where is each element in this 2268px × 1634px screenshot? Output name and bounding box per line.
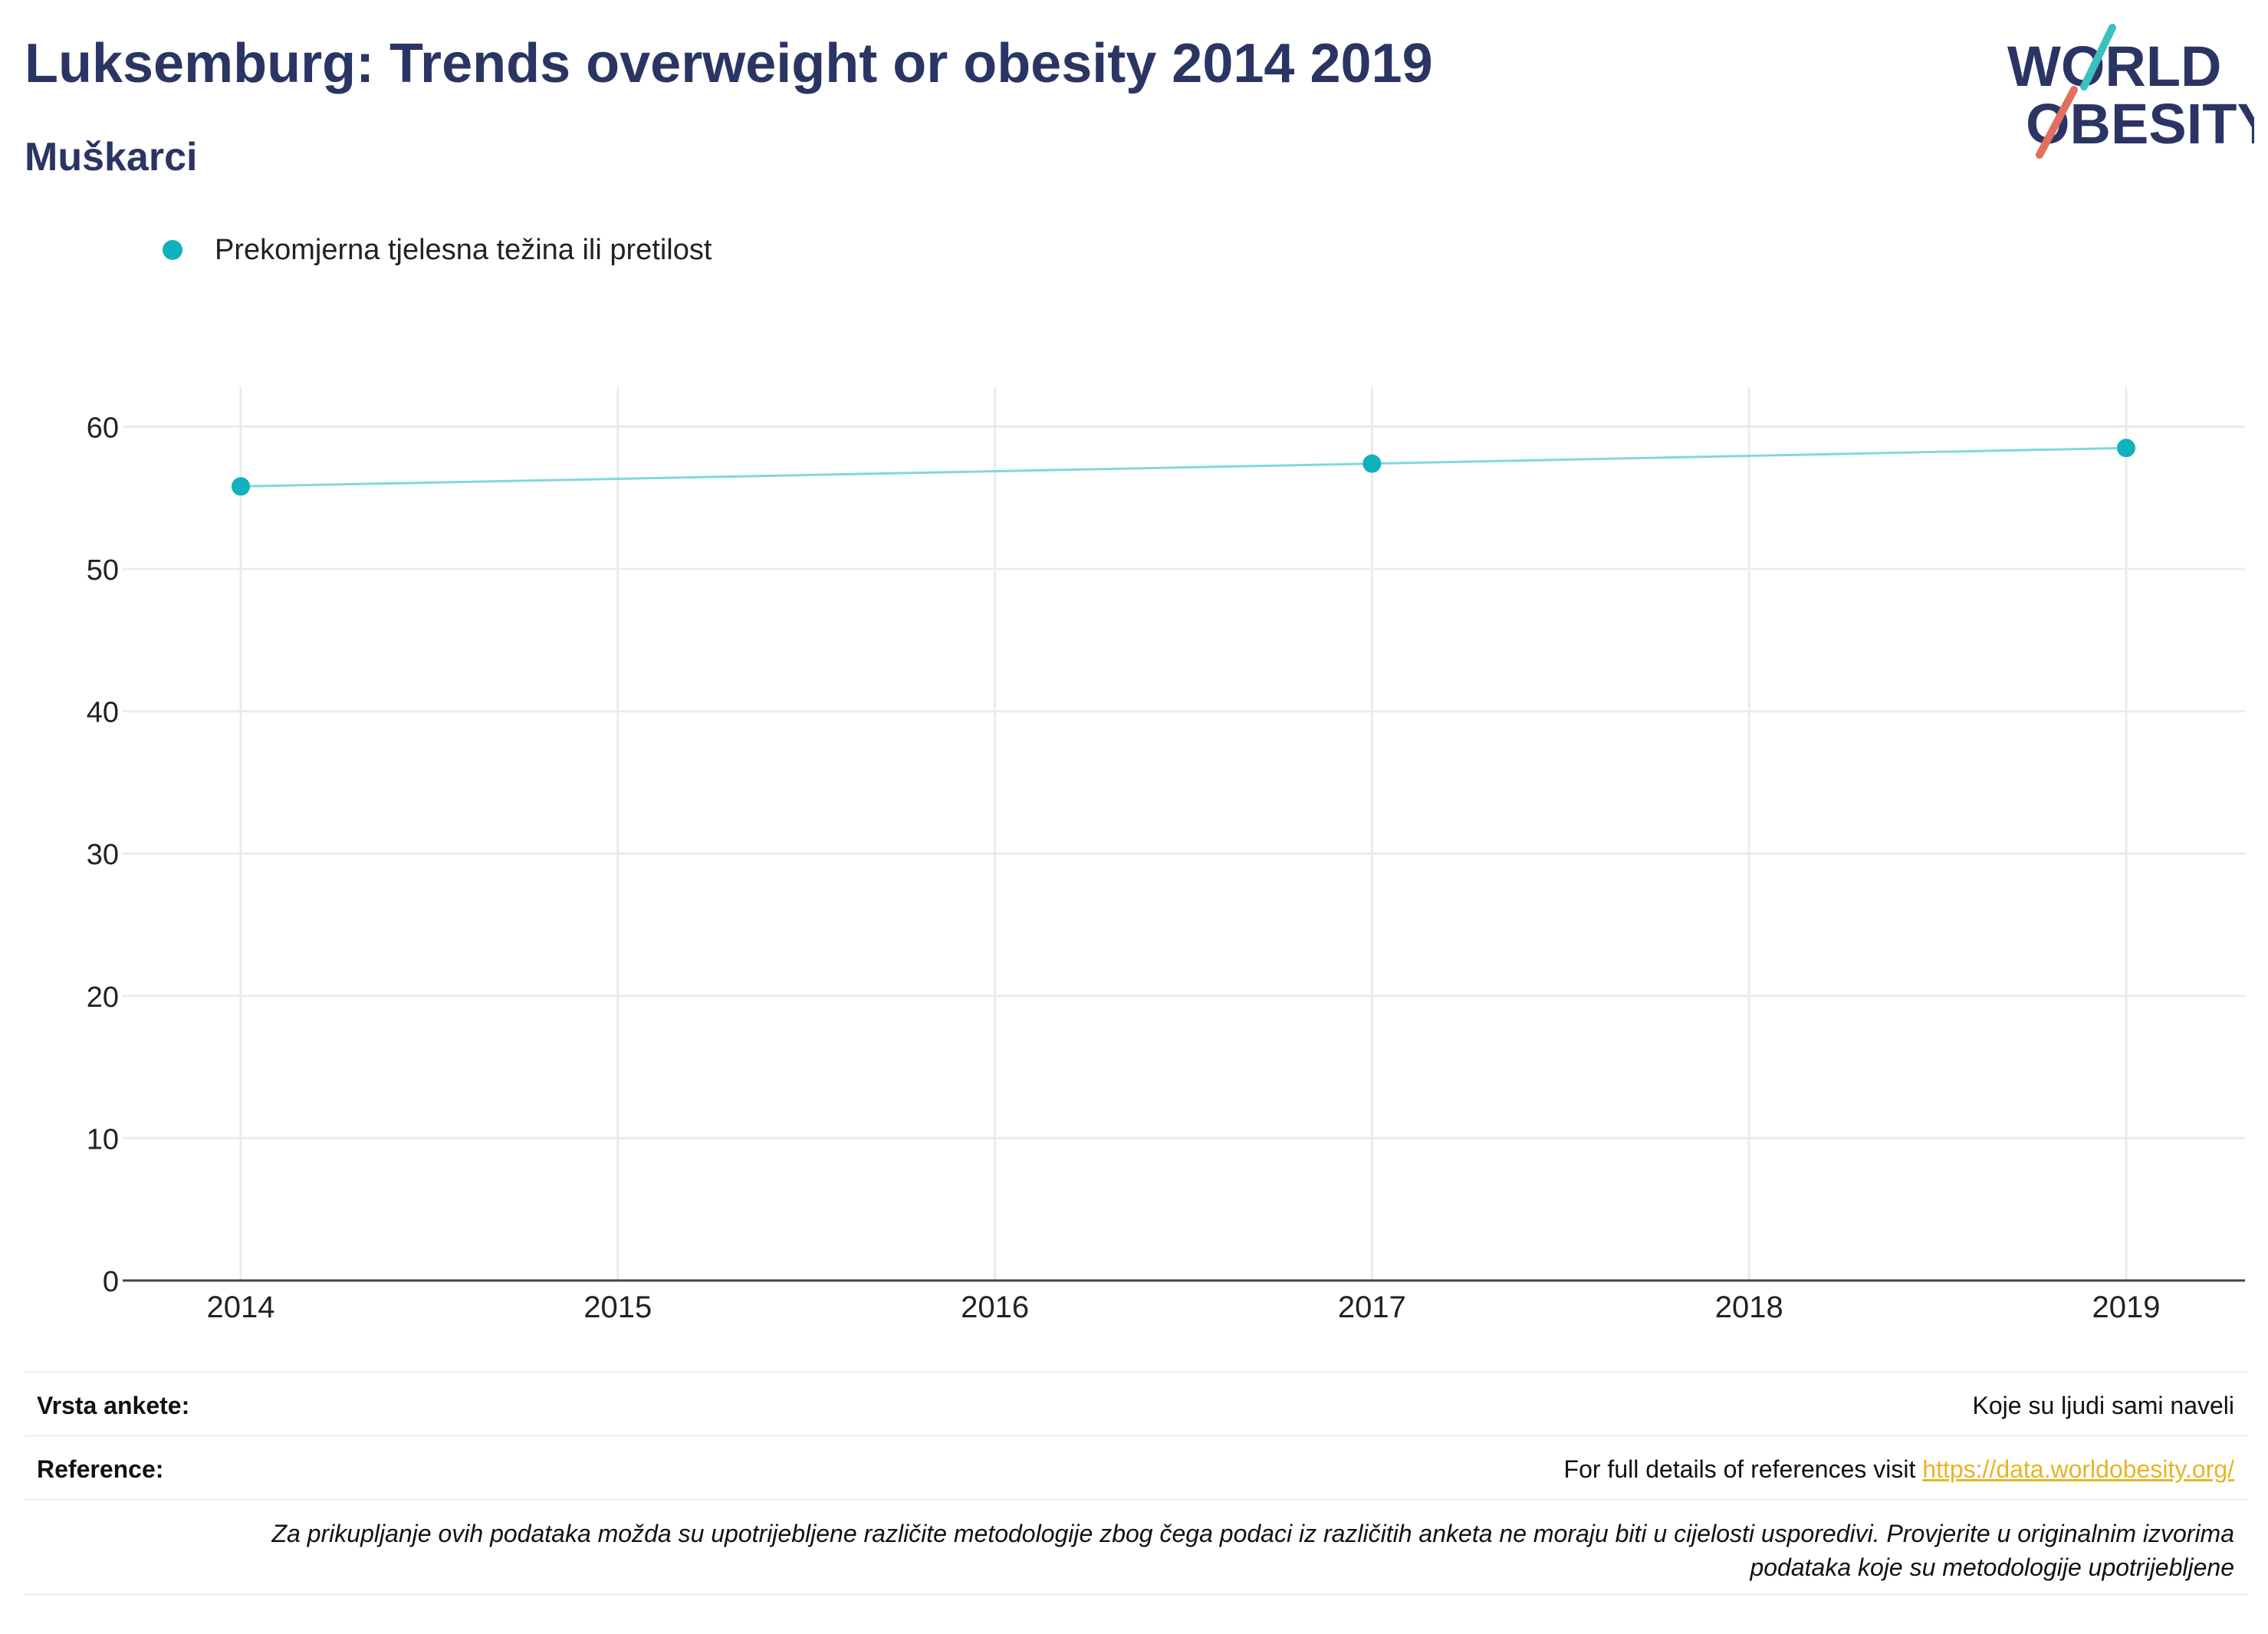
x-tick-labels: 2014 2015 2016 2017 2018 2019	[207, 1290, 2161, 1324]
methodology-note: Za prikupljanje ovih podataka možda su u…	[49, 1517, 2234, 1584]
y-tick-labels: 0 10 20 30 40 50 60	[87, 412, 119, 1298]
y-tick-label: 60	[87, 412, 119, 444]
data-point	[2117, 439, 2135, 458]
y-tick-label: 50	[87, 554, 119, 587]
reference-text: For full details of references visit	[1563, 1455, 1923, 1483]
y-tick-label: 10	[87, 1123, 119, 1156]
logo-teal-slash	[2080, 24, 2116, 90]
world-obesity-logo: WORLD OBESITY	[2007, 24, 2254, 159]
methodology-note-line: Za prikupljanje ovih podataka možda su u…	[271, 1520, 2234, 1547]
x-tick-label: 2018	[1715, 1290, 1783, 1324]
legend-marker	[163, 240, 182, 260]
y-gridlines	[123, 425, 2245, 1139]
logo-word-world: WORLD	[2007, 35, 2222, 98]
footer-divider	[25, 1435, 2248, 1437]
legend-label: Prekomjerna tjelesna težina ili pretilos…	[215, 233, 712, 266]
footer-divider	[25, 1593, 2248, 1596]
y-tick-label: 40	[87, 697, 119, 729]
series-layer	[232, 439, 2135, 496]
survey-type-label: Vrsta ankete:	[37, 1392, 190, 1419]
y-tick-label: 0	[103, 1266, 119, 1298]
page-subtitle: Muškarci	[25, 135, 198, 179]
footer-divider	[25, 1498, 2248, 1501]
y-tick-label: 30	[87, 839, 119, 871]
series-line	[240, 446, 2127, 488]
page-title: Luksemburg: Trends overweight or obesity…	[25, 33, 1433, 94]
reference-value: For full details of references visit htt…	[1564, 1455, 2234, 1484]
footer-divider	[25, 1371, 2248, 1373]
reference-link[interactable]: https://data.worldobesity.org/	[1922, 1455, 2234, 1483]
line-chart: 0 10 20 30 40 50 60 2014 2015 2016 2017 2018 2019	[87, 387, 2245, 1324]
survey-type-value: Koje su ljudi sami naveli	[1972, 1392, 2235, 1419]
x-tick-label: 2019	[2092, 1290, 2161, 1324]
methodology-note-line: podataka koje su metodologije upotrijebl…	[1750, 1553, 2234, 1581]
y-tick-label: 20	[87, 981, 119, 1014]
chart-legend: Prekomjerna tjelesna težina ili pretilos…	[163, 228, 712, 271]
logo-red-slash	[2036, 86, 2078, 159]
x-tick-label: 2017	[1338, 1290, 1406, 1324]
x-tick-label: 2015	[583, 1290, 652, 1324]
data-point	[1362, 454, 1382, 473]
x-gridlines	[239, 387, 2128, 1281]
reference-label: Reference:	[37, 1455, 164, 1483]
x-tick-label: 2014	[207, 1290, 275, 1324]
x-tick-label: 2016	[961, 1290, 1029, 1324]
data-point	[232, 477, 250, 496]
